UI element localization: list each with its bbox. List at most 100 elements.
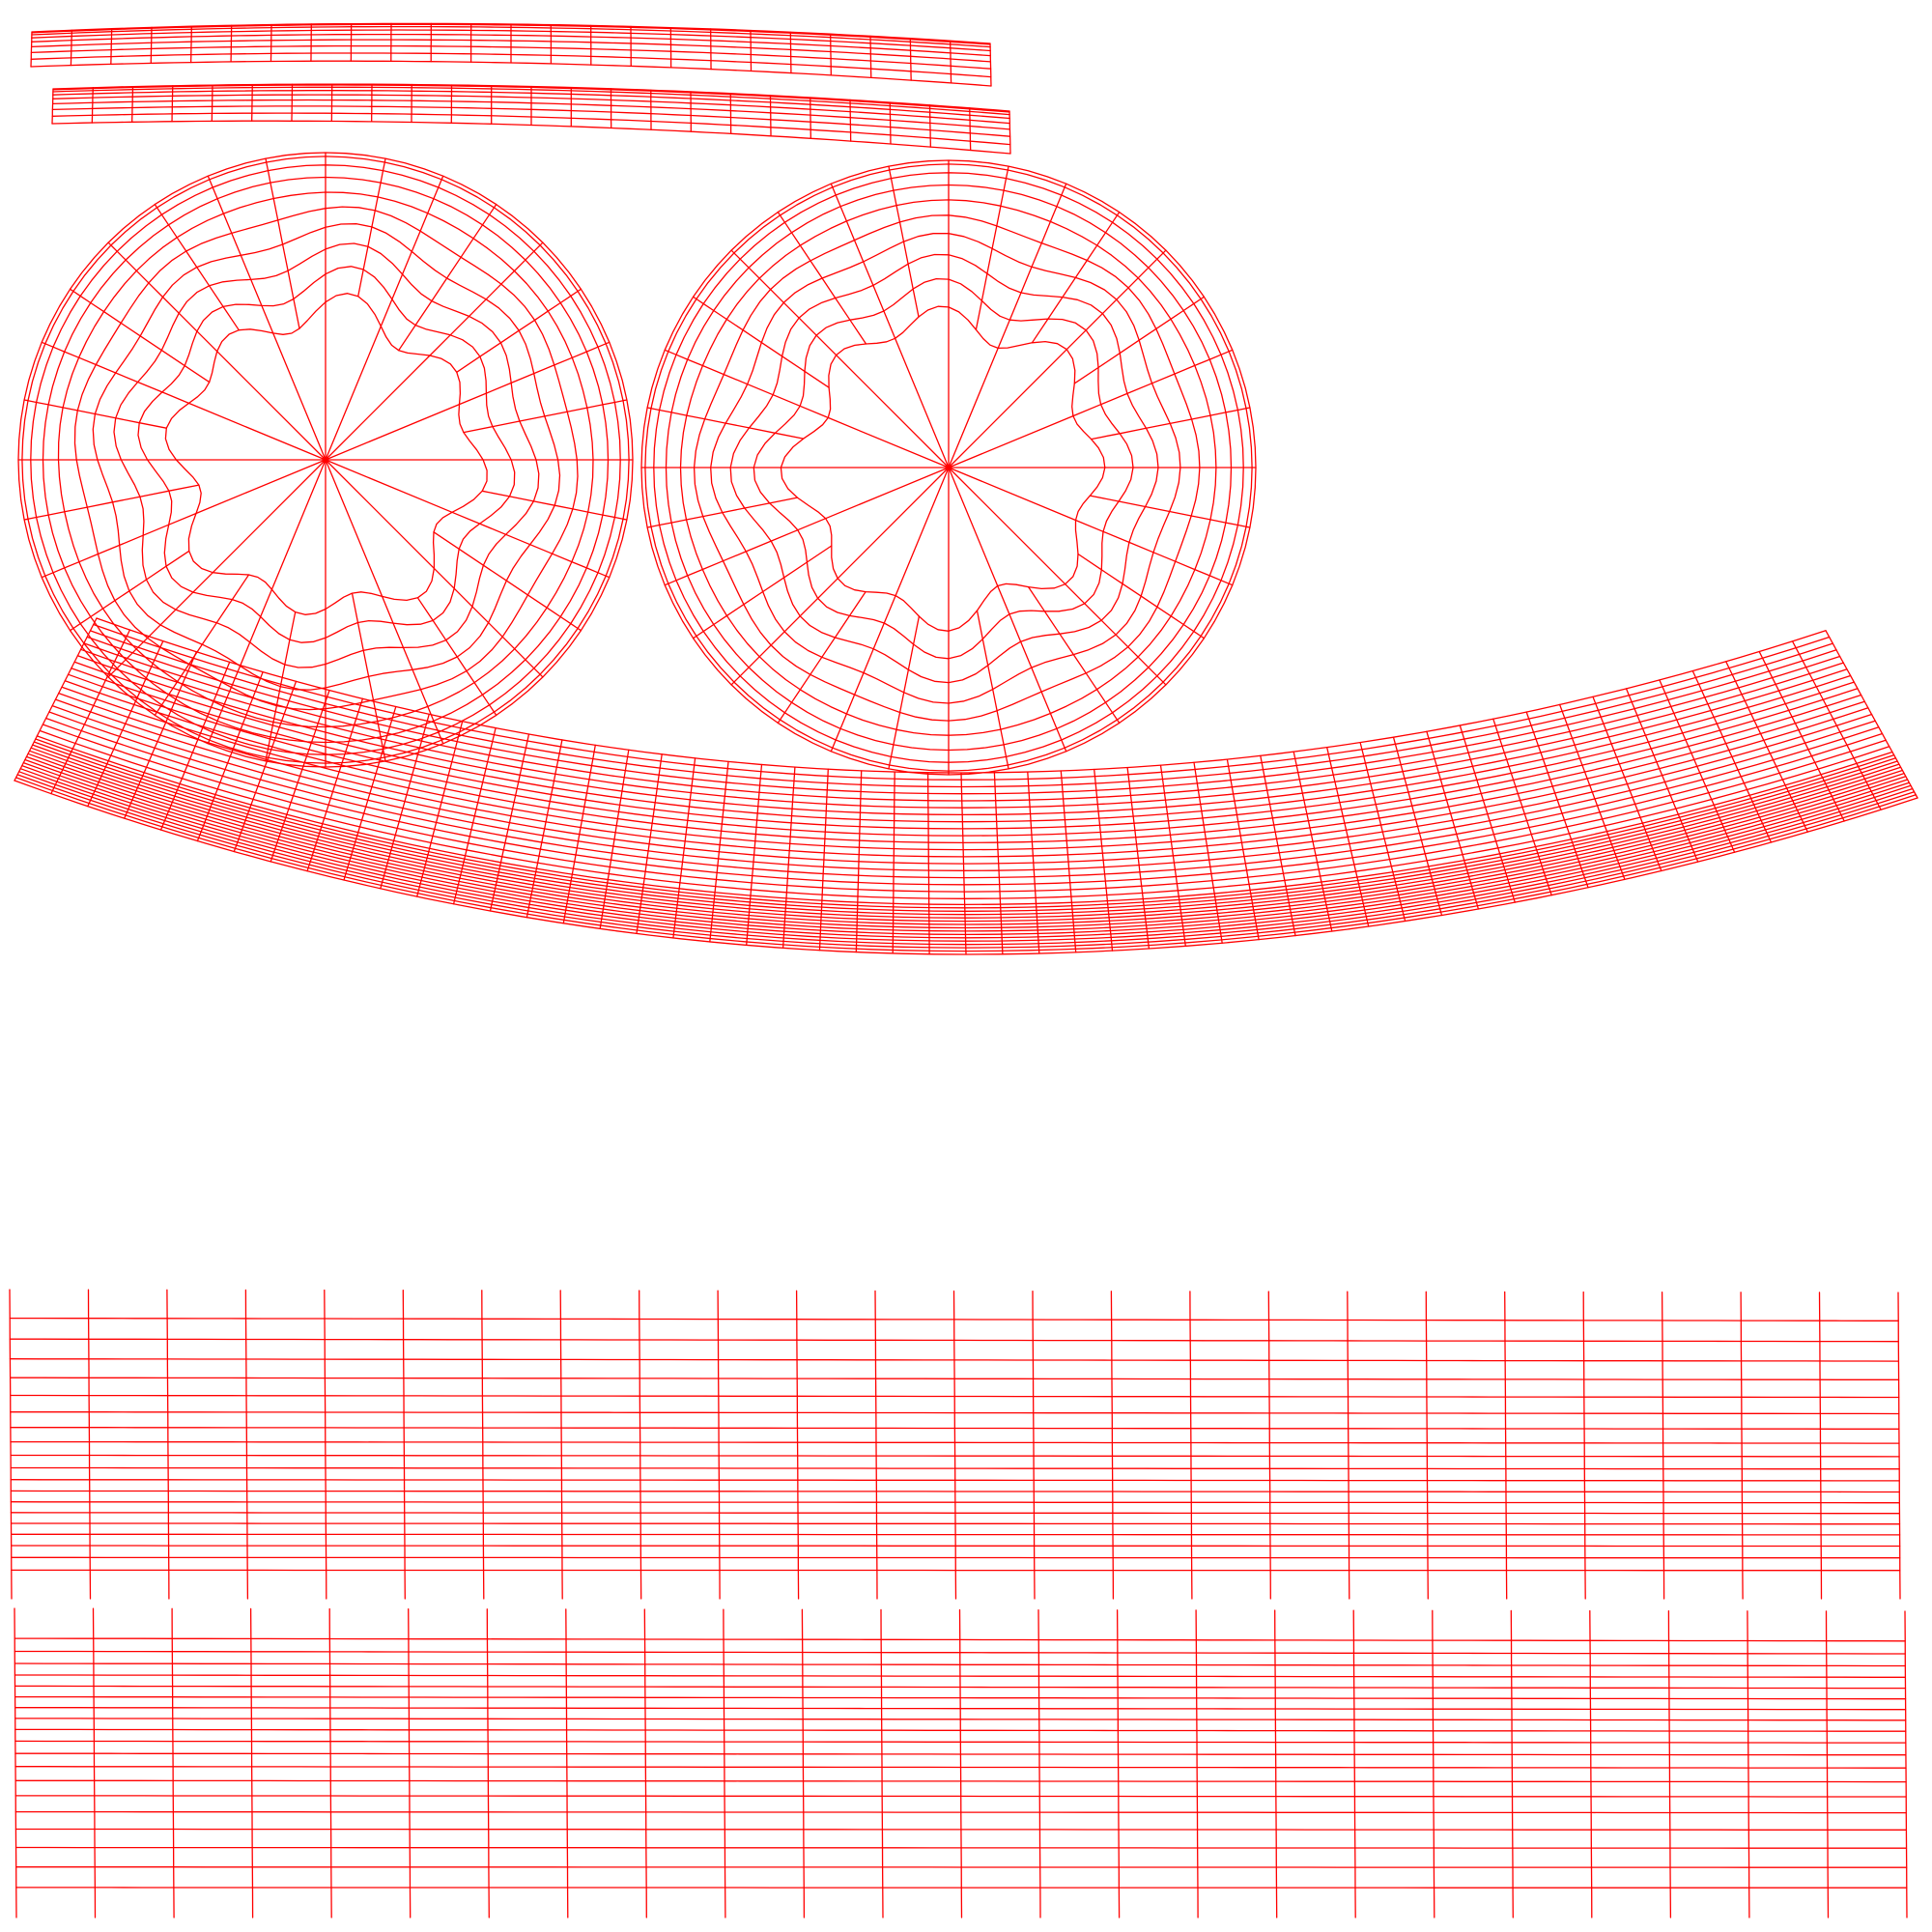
top-arc-strip-row-line bbox=[31, 61, 991, 86]
left-disc-spoke-line bbox=[71, 289, 210, 382]
second-arc-strip-column-line bbox=[92, 88, 93, 123]
second-arc-strip-column-line bbox=[850, 99, 851, 141]
left-disc-spoke-line bbox=[457, 289, 582, 372]
left-disc-spoke-line bbox=[434, 568, 543, 677]
second-arc-strip-column-line bbox=[890, 102, 891, 144]
left-disc-spoke-line bbox=[108, 242, 217, 352]
right-disc-spoke-line bbox=[1090, 496, 1250, 527]
upper-rectangle-grid-column-line bbox=[954, 1292, 956, 1600]
left-disc-spoke-line bbox=[71, 551, 189, 630]
upper-rectangle-grid-column-line bbox=[245, 1290, 247, 1599]
curved-band-column-line bbox=[928, 773, 930, 954]
lower-rectangle-grid-column-line bbox=[566, 1609, 568, 1918]
upper-rectangle-grid-column-line bbox=[482, 1291, 484, 1599]
left-disc-spoke-line bbox=[42, 342, 188, 403]
top-arc-strip-column-line bbox=[111, 29, 112, 65]
lower-rectangle-grid-column-line bbox=[1747, 1611, 1749, 1918]
left-disc-ring-line bbox=[165, 294, 487, 615]
lower-rectangle-grid-column-line bbox=[1353, 1610, 1355, 1918]
top-arc-strip-column-line bbox=[910, 39, 911, 80]
lower-rectangle-grid-column-line bbox=[644, 1609, 646, 1918]
left-disc-center-spoke bbox=[326, 460, 434, 568]
left-disc-center-spoke bbox=[217, 352, 326, 460]
lower-rectangle-grid-column-line bbox=[1511, 1610, 1513, 1918]
upper-rectangle-grid-column-line bbox=[1033, 1292, 1035, 1599]
second-arc-strip-column-line bbox=[132, 87, 133, 123]
right-disc-ring-line bbox=[753, 279, 1133, 659]
left-disc-spoke-line bbox=[208, 589, 271, 744]
top-arc-strip-island bbox=[31, 23, 991, 86]
lower-rectangle-grid-column-line bbox=[172, 1608, 174, 1918]
upper-rectangle-grid-column-line bbox=[10, 1290, 12, 1599]
right-disc-spoke-line bbox=[647, 408, 804, 439]
second-arc-strip-column-line bbox=[172, 86, 173, 122]
top-arc-strip-column-line bbox=[151, 27, 152, 63]
left-disc-spoke-line bbox=[399, 205, 497, 351]
lower-rectangle-grid-column-line bbox=[1275, 1610, 1277, 1918]
left-disc-spoke-line bbox=[430, 242, 543, 355]
right-disc-center-spoke bbox=[837, 355, 949, 468]
right-disc-center-spoke bbox=[949, 468, 1065, 584]
upper-rectangle-grid-column-line bbox=[325, 1291, 327, 1600]
second-arc-strip-column-line bbox=[930, 105, 931, 147]
right-disc-spoke-line bbox=[1076, 521, 1233, 585]
upper-rectangle-grid-column-line bbox=[1505, 1292, 1507, 1599]
right-disc-spoke-line bbox=[978, 611, 1009, 769]
left-disc-center-spoke bbox=[213, 460, 326, 573]
curved-band-row-line bbox=[81, 649, 1844, 808]
lower-rectangle-grid-column-line bbox=[960, 1610, 962, 1918]
right-disc-center-spoke bbox=[949, 350, 1066, 468]
lower-rectangle-grid-column-line bbox=[802, 1609, 804, 1918]
upper-rectangle-grid-column-line bbox=[718, 1291, 720, 1599]
lower-rectangle-grid-column-line bbox=[1905, 1611, 1907, 1918]
left-disc-ring-line bbox=[114, 243, 539, 668]
right-disc-ring-line bbox=[781, 306, 1104, 631]
right-disc-spoke-line bbox=[731, 579, 838, 685]
lower-rectangle-grid-column-line bbox=[724, 1609, 725, 1918]
left-disc-spoke-line bbox=[482, 491, 627, 520]
upper-rectangle-grid-column-line bbox=[1662, 1293, 1664, 1599]
lower-rectangle-grid-column-line bbox=[1196, 1610, 1198, 1918]
lower-rectangle-grid-column-line bbox=[1433, 1610, 1435, 1918]
upper-rectangle-grid-column-line bbox=[1111, 1292, 1113, 1599]
right-disc-center-spoke bbox=[838, 468, 949, 579]
right-disc-spoke-line bbox=[976, 166, 1009, 329]
second-arc-strip-column-line bbox=[331, 84, 332, 121]
top-arc-strip-column-line bbox=[231, 25, 232, 62]
curved-band-column-line bbox=[1327, 748, 1369, 926]
top-arc-strip-column-line bbox=[951, 41, 952, 83]
curved-band-column-line bbox=[526, 740, 562, 918]
lower-rectangle-grid-column-line bbox=[1038, 1610, 1040, 1918]
left-disc-spoke-line bbox=[434, 532, 581, 631]
lower-rectangle-grid-column-line bbox=[1118, 1610, 1120, 1918]
upper-rectangle-grid-column-line bbox=[1898, 1293, 1900, 1599]
right-disc-spoke-line bbox=[831, 184, 895, 338]
upper-rectangle-grid-column-line bbox=[1190, 1292, 1192, 1599]
right-disc-spoke-line bbox=[831, 596, 895, 752]
right-disc-spoke-line bbox=[778, 592, 866, 724]
right-disc-spoke-line bbox=[1078, 554, 1204, 639]
upper-rectangle-grid-column-line bbox=[639, 1291, 641, 1599]
second-arc-strip-column-line bbox=[292, 84, 293, 121]
lower-rectangle-grid-column-line bbox=[251, 1608, 253, 1918]
upper-rectangle-grid-column-line bbox=[89, 1290, 91, 1599]
curved-band-column-line bbox=[270, 691, 329, 862]
second-arc-strip-column-line bbox=[212, 85, 213, 121]
second-arc-strip-column-line bbox=[771, 96, 772, 136]
second-arc-strip-column-line bbox=[252, 85, 253, 122]
top-arc-strip-column-line bbox=[870, 36, 871, 77]
lower-rectangle-grid-island bbox=[14, 1608, 1907, 1918]
lower-rectangle-grid-column-line bbox=[487, 1609, 489, 1918]
curved-band-column-line bbox=[1593, 696, 1662, 870]
right-disc-spoke-line bbox=[1092, 408, 1250, 440]
right-disc-island bbox=[641, 160, 1256, 775]
left-disc-spoke-line bbox=[266, 158, 299, 328]
top-arc-strip-column-line bbox=[831, 34, 832, 75]
upper-rectangle-grid-column-line bbox=[1348, 1292, 1350, 1599]
upper-rectangle-grid-column-line bbox=[167, 1290, 169, 1599]
right-disc-spoke-line bbox=[1066, 250, 1166, 350]
upper-rectangle-grid-column-line bbox=[1268, 1292, 1270, 1599]
curved-band-row-line bbox=[34, 742, 1895, 911]
left-disc-spoke-line bbox=[108, 573, 213, 677]
upper-rectangle-grid-column-line bbox=[1741, 1293, 1743, 1599]
